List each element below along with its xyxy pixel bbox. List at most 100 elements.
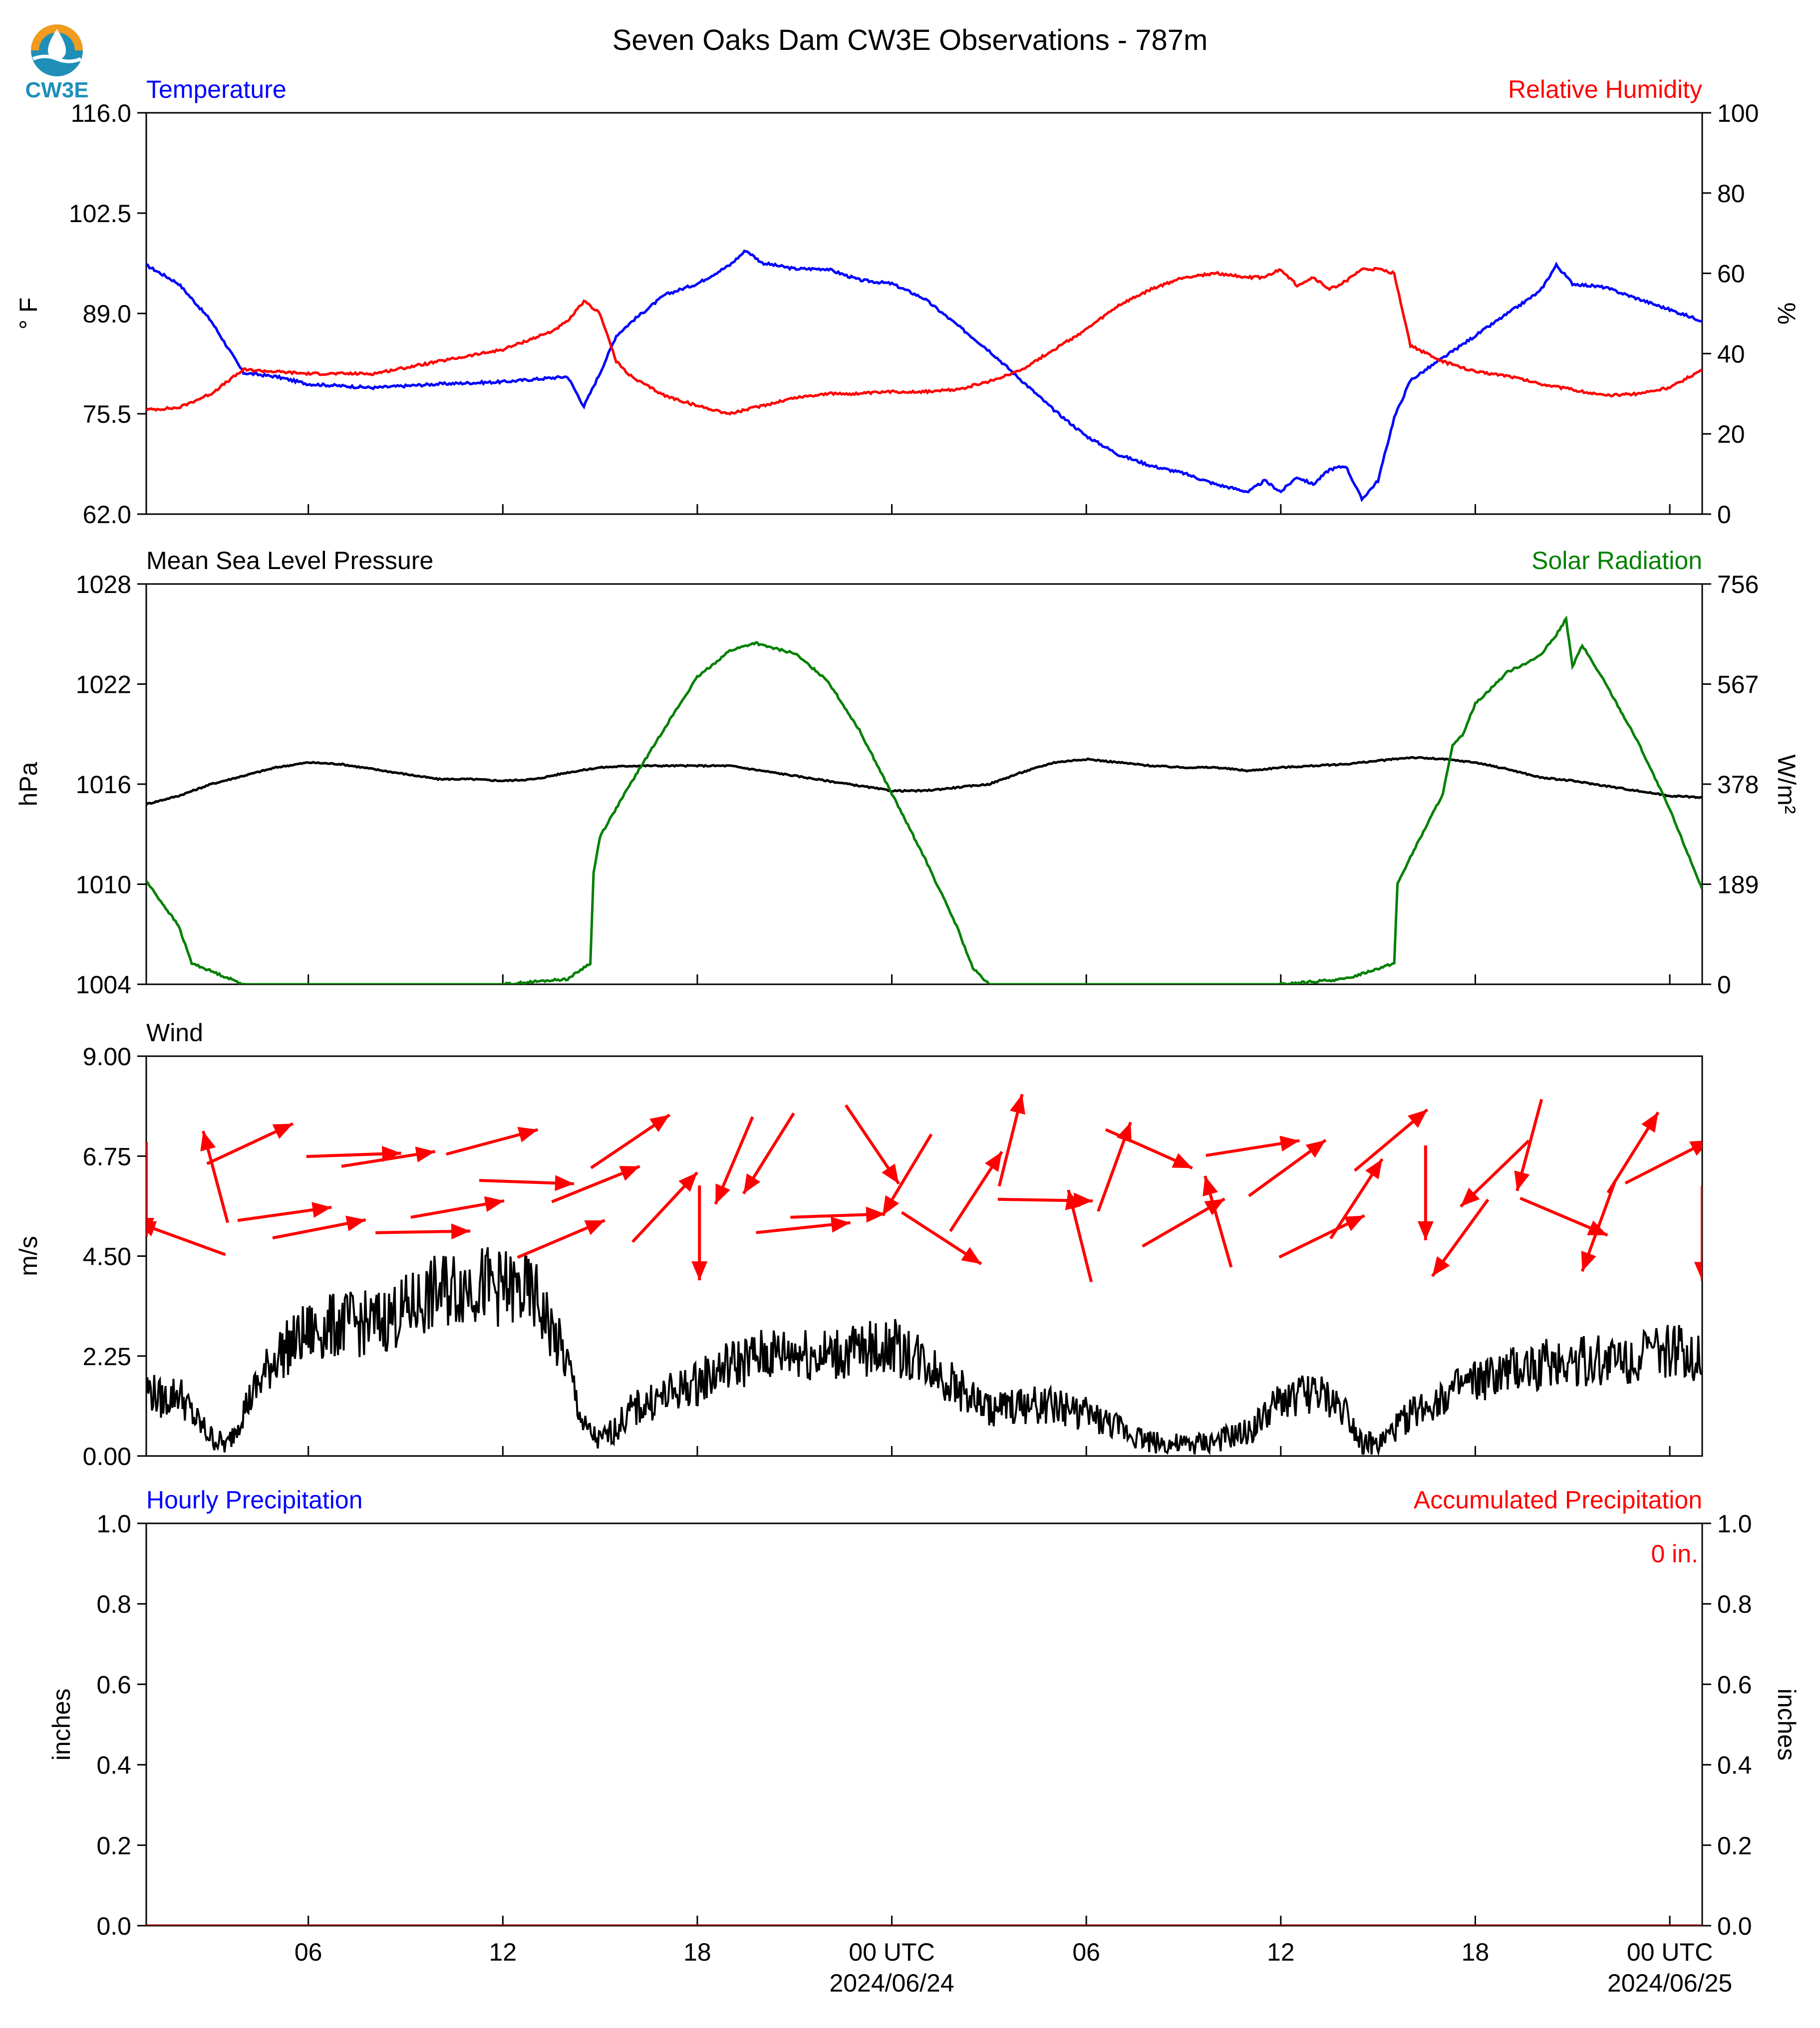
wind-vector <box>410 1196 505 1219</box>
left-tick-label: 0.0 <box>96 1912 131 1940</box>
wind-vector <box>375 1223 471 1240</box>
wind-vector <box>1105 1128 1193 1169</box>
right-panel-title: Accumulated Precipitation <box>1414 1486 1702 1514</box>
right-tick-label: 40 <box>1717 340 1745 368</box>
wind-vector <box>949 1151 1003 1232</box>
wind-vector-head <box>985 1152 1002 1172</box>
wind-vector <box>1519 1196 1608 1237</box>
left-tick-label: 0.6 <box>96 1671 131 1699</box>
wind-vector <box>1580 1181 1616 1272</box>
right-tick-label: 0 <box>1717 501 1731 529</box>
left-tick-label: 1010 <box>76 871 131 899</box>
right-panel-title: Solar Radiation <box>1531 547 1702 575</box>
wind-vector-head <box>1279 1136 1300 1152</box>
wind-vector-head <box>1344 1215 1365 1231</box>
right-tick-label: 0.4 <box>1717 1751 1752 1779</box>
wind-vector <box>997 1094 1025 1187</box>
right-axis-label: inches <box>1773 1689 1801 1761</box>
wind-vector-head <box>882 1163 899 1184</box>
logo-text: CW3E <box>25 78 88 102</box>
wind-vector-head <box>1407 1110 1428 1128</box>
left-tick-label: 75.5 <box>83 400 131 428</box>
left-tick-label: 4.50 <box>83 1243 131 1271</box>
right-tick-label: 100 <box>1717 99 1759 127</box>
wind-vector-head <box>415 1147 435 1162</box>
right-axis-label: W/m² <box>1773 754 1801 814</box>
wind-vector <box>714 1116 754 1205</box>
wind-vector-head <box>146 1221 157 1236</box>
left-axis-label: hPa <box>14 762 42 806</box>
right-tick-label: 0.2 <box>1717 1832 1752 1860</box>
wind-vector <box>1624 1141 1702 1185</box>
right-tick-label: 567 <box>1717 671 1759 699</box>
right-tick-label: 0.6 <box>1717 1671 1752 1699</box>
wind-vector <box>1097 1122 1132 1212</box>
wind-vector-head <box>882 1195 900 1216</box>
wind-vector <box>146 1221 226 1256</box>
wind-vector <box>1694 1186 1702 1281</box>
left-tick-label: 0.4 <box>96 1751 131 1779</box>
wind-vector <box>479 1175 574 1191</box>
wind-vector <box>1203 1175 1233 1268</box>
wind-vector <box>517 1219 606 1259</box>
panel-temperature-humidity: 62.0 75.5 89.0 102.5 116.0 0 20 40 60 80 100 Temper… <box>14 75 1801 529</box>
wind-vector-head <box>1694 1262 1702 1281</box>
left-series-line <box>146 249 1702 503</box>
left-panel-title: Wind <box>146 1019 203 1047</box>
panel-precipitation: 0.0 0.2 0.4 0.6 0.8 1.0 0.0 0.2 0.4 0.6 0.8 1.0 Hour… <box>47 1486 1801 1940</box>
wind-vector-head <box>649 1115 670 1133</box>
left-panel-title: Mean Sea Level Pressure <box>146 547 433 575</box>
left-panel-title: Temperature <box>146 75 287 103</box>
x-tick-label: 18 <box>683 1938 711 1966</box>
wind-vector-head <box>1203 1175 1218 1196</box>
wind-vector-head <box>200 1131 216 1152</box>
accumulated-precip-value: 0 in. <box>1651 1540 1698 1568</box>
wind-vector <box>790 1206 886 1223</box>
wind-vector <box>742 1112 795 1195</box>
left-panel-title: Hourly Precipitation <box>146 1486 363 1514</box>
wind-vector-head <box>678 1172 697 1192</box>
panel-wind: 0.00 2.25 4.50 6.75 9.00 Wind m/s <box>14 1019 1703 1470</box>
wind-vector-head <box>1365 1159 1383 1179</box>
wind-vector <box>590 1114 671 1169</box>
plot-frame <box>145 112 1703 515</box>
right-tick-label: 756 <box>1717 571 1759 598</box>
wind-vector <box>756 1216 851 1234</box>
x-tick-label: 06 <box>1072 1938 1100 1966</box>
wind-vector <box>1417 1145 1434 1240</box>
wind-vector <box>1459 1140 1530 1208</box>
wind-vector <box>341 1147 436 1168</box>
wind-vector-head <box>1514 1170 1530 1191</box>
right-tick-label: 189 <box>1717 871 1759 899</box>
right-tick-label: 0 <box>1717 971 1731 999</box>
right-tick-label: 80 <box>1717 180 1745 208</box>
wind-vector <box>551 1164 640 1203</box>
wind-vector-head <box>866 1206 886 1223</box>
left-tick-label: 0.2 <box>96 1832 131 1860</box>
wind-vector-head <box>715 1183 730 1204</box>
wind-vector <box>1329 1158 1384 1240</box>
wind-vector-head <box>272 1124 293 1139</box>
wind-vector-head <box>1417 1221 1434 1240</box>
right-tick-label: 0.0 <box>1717 1912 1752 1940</box>
wind-vector-head <box>311 1202 332 1218</box>
wind-vector-head <box>1461 1187 1480 1207</box>
left-tick-label: 0.8 <box>96 1590 131 1618</box>
right-series-line <box>146 615 1702 984</box>
plot-frame <box>145 1522 1703 1927</box>
x-tick-label: 00 UTC <box>1627 1938 1713 1966</box>
right-tick-label: 60 <box>1717 260 1745 288</box>
left-tick-label: 1.0 <box>96 1510 131 1538</box>
left-tick-label: 0.00 <box>83 1443 131 1470</box>
main-series-line <box>146 1247 1702 1456</box>
wind-vector <box>1606 1111 1660 1194</box>
wind-vector <box>1431 1198 1490 1277</box>
wind-vector-head <box>619 1166 640 1181</box>
wind-vector-head <box>555 1175 574 1191</box>
wind-vector <box>691 1185 708 1281</box>
wind-vector <box>1353 1108 1429 1172</box>
left-tick-label: 1004 <box>76 971 131 999</box>
wind-vector-head <box>1065 1189 1081 1210</box>
wind-vector-head <box>1689 1141 1702 1156</box>
